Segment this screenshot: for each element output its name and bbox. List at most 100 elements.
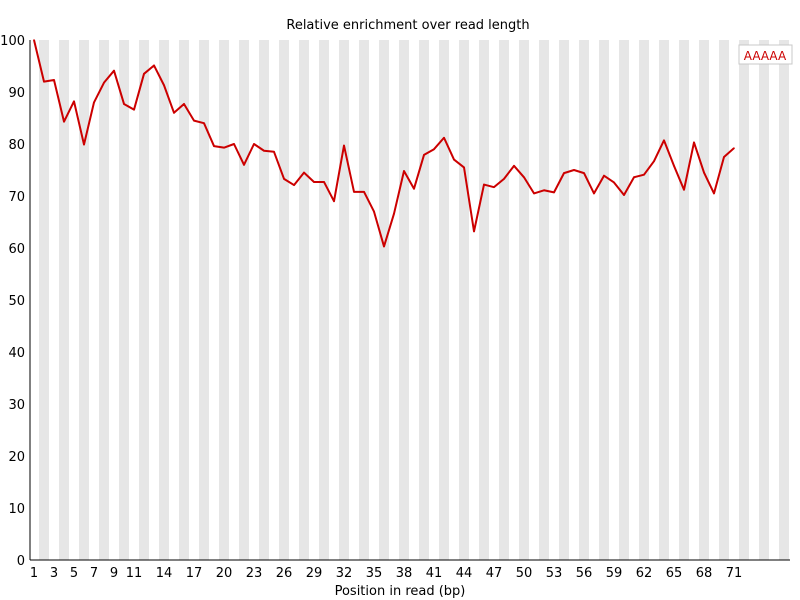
grid-band: [59, 40, 69, 560]
y-tick-label: 90: [8, 86, 25, 101]
grid-band: [539, 40, 549, 560]
data-point: [93, 101, 95, 104]
x-tick-label: 44: [456, 566, 473, 581]
data-point: [433, 148, 435, 150]
grid-band: [419, 40, 429, 560]
data-point: [63, 120, 65, 123]
data-point: [663, 139, 665, 142]
series-layer: [33, 39, 735, 248]
data-point: [673, 165, 675, 167]
x-tick-label: 47: [486, 566, 503, 581]
grid-band: [339, 40, 349, 560]
x-tick-label: 5: [70, 566, 78, 581]
grid-band: [379, 40, 389, 560]
data-point: [503, 178, 505, 180]
x-tick-label: 56: [576, 566, 593, 581]
x-tick-label: 50: [516, 566, 533, 581]
data-point: [703, 171, 705, 174]
grid-band: [639, 40, 649, 560]
data-point: [533, 192, 535, 195]
grid-band: [399, 40, 409, 560]
grid-band: [319, 40, 329, 560]
grid-band: [139, 40, 149, 560]
grid-band: [299, 40, 309, 560]
x-axis-label: Position in read (bp): [335, 584, 466, 599]
x-tick-label: 68: [696, 566, 713, 581]
data-point: [253, 143, 255, 145]
grid-band: [119, 40, 129, 560]
data-point: [283, 178, 285, 180]
data-point: [33, 39, 35, 41]
data-point: [733, 147, 735, 149]
x-tick-label: 23: [246, 566, 263, 581]
y-axis-ticks: 0 10 20 30 40 50 60 70 80 90 100: [0, 34, 25, 569]
grid-band: [479, 40, 489, 560]
x-tick-label: 29: [306, 566, 323, 581]
data-point: [603, 174, 605, 177]
x-tick-label: 11: [126, 566, 143, 581]
grid-band: [519, 40, 529, 560]
y-tick-label: 30: [8, 398, 25, 413]
data-point: [153, 64, 155, 67]
grid-band: [239, 40, 249, 560]
data-point: [633, 176, 635, 179]
data-point: [463, 166, 465, 169]
grid-band: [679, 40, 689, 560]
y-tick-label: 80: [8, 138, 25, 153]
y-tick-label: 0: [17, 554, 25, 569]
data-point: [593, 192, 595, 195]
axes: [29, 40, 790, 561]
data-point: [373, 210, 375, 213]
data-point: [233, 143, 235, 145]
chart-title: Relative enrichment over read length: [286, 18, 529, 33]
y-tick-label: 10: [8, 502, 25, 517]
data-point: [643, 173, 645, 176]
grid-band: [759, 40, 769, 560]
data-point: [333, 200, 335, 202]
data-point: [113, 69, 115, 72]
data-point: [133, 108, 135, 111]
grid-band: [599, 40, 609, 560]
data-point: [303, 171, 305, 174]
x-tick-label: 59: [606, 566, 623, 581]
grid-band: [779, 40, 789, 560]
data-point: [683, 188, 685, 191]
grid-band: [619, 40, 629, 560]
grid-band: [219, 40, 229, 560]
data-point: [413, 187, 415, 190]
data-point: [323, 181, 325, 183]
data-point: [103, 81, 105, 84]
data-point: [123, 103, 125, 105]
data-point: [443, 136, 445, 139]
x-tick-label: 3: [50, 566, 58, 581]
x-axis-ticks: 1 3 5 7 9 11 14 17 20 23 26 29 32 35 38 41 44 47 50 53 56 59 6…: [30, 566, 742, 581]
x-tick-label: 41: [426, 566, 443, 581]
x-tick-label: 20: [216, 566, 233, 581]
x-tick-label: 38: [396, 566, 413, 581]
data-point: [453, 158, 455, 161]
x-tick-label: 26: [276, 566, 293, 581]
grid-band: [179, 40, 189, 560]
data-point: [343, 144, 345, 147]
data-point: [193, 119, 195, 122]
data-point: [293, 184, 295, 186]
y-tick-label: 60: [8, 242, 25, 257]
data-point: [73, 100, 75, 103]
data-point: [243, 164, 245, 166]
data-point: [493, 186, 495, 188]
legend-box: [738, 44, 793, 65]
data-point: [183, 103, 185, 105]
data-point: [723, 156, 725, 158]
data-point: [573, 169, 575, 171]
data-point: [513, 165, 515, 167]
data-point: [383, 245, 385, 248]
x-tick-label: 17: [186, 566, 203, 581]
data-point: [53, 79, 55, 81]
data-point: [653, 160, 655, 162]
data-point: [263, 149, 265, 152]
data-point: [483, 183, 485, 186]
data-point: [713, 192, 715, 195]
y-tick-label: 20: [8, 450, 25, 465]
grid-band: [159, 40, 169, 560]
